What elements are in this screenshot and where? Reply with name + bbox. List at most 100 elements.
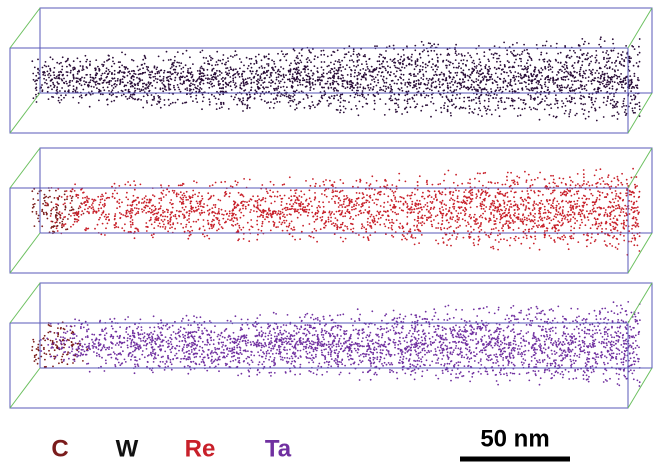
atom [397, 79, 399, 81]
atom [320, 54, 322, 56]
atom [452, 63, 454, 65]
atom [294, 91, 296, 93]
atom [123, 72, 125, 74]
atom [192, 63, 194, 65]
atom [318, 201, 320, 203]
atom [340, 78, 342, 80]
atom [508, 75, 510, 77]
atom [616, 193, 618, 195]
atom [530, 73, 532, 75]
atom [460, 72, 462, 74]
atom [595, 169, 597, 171]
atom [290, 189, 292, 191]
atom [436, 69, 438, 71]
atom [480, 80, 482, 82]
atom [609, 87, 611, 89]
atom [580, 95, 582, 97]
atom [228, 72, 230, 74]
atom [629, 75, 631, 77]
atom [477, 79, 479, 81]
atom [604, 40, 606, 42]
atom [588, 116, 590, 118]
atom [65, 81, 67, 83]
atom [498, 58, 500, 60]
atom [286, 53, 288, 55]
atom [513, 108, 515, 110]
atom [336, 228, 338, 230]
atom [588, 43, 590, 45]
atom [240, 229, 242, 231]
atom [480, 194, 482, 196]
atom [180, 91, 182, 93]
atom [552, 71, 554, 73]
atom [465, 189, 467, 191]
atom [378, 60, 380, 62]
atom [142, 59, 144, 61]
atom [487, 95, 489, 97]
atom [502, 230, 504, 232]
atom [588, 198, 590, 200]
atom [452, 199, 454, 201]
atom [354, 76, 356, 78]
atom [229, 76, 231, 78]
atom [394, 198, 396, 200]
atom [127, 98, 129, 100]
atom [544, 66, 546, 68]
atom [144, 72, 146, 74]
atom [328, 105, 330, 107]
atom [249, 96, 251, 98]
atom [134, 184, 136, 186]
atom [340, 70, 342, 72]
atom [590, 70, 592, 72]
atom [377, 82, 379, 84]
atom [310, 185, 312, 187]
atom [160, 226, 162, 228]
atom [574, 52, 576, 54]
atom [448, 239, 450, 241]
atom [268, 63, 270, 65]
atom [269, 107, 271, 109]
atom [431, 94, 433, 96]
atom [134, 207, 136, 209]
atom [346, 64, 348, 66]
atom [535, 203, 537, 205]
atom [136, 197, 138, 199]
atom [470, 226, 472, 228]
atom [586, 84, 588, 86]
atom [300, 214, 302, 216]
atom [328, 219, 330, 221]
atom [410, 82, 412, 84]
atom [92, 206, 94, 208]
atom [337, 49, 339, 51]
atom [178, 87, 180, 89]
atom [157, 219, 159, 221]
atom [365, 103, 367, 105]
atom [133, 60, 135, 62]
atom [609, 243, 611, 245]
atom [149, 208, 151, 210]
atom [167, 223, 169, 225]
atom [443, 90, 445, 92]
atom [553, 179, 555, 181]
atom [386, 184, 388, 186]
atom [325, 179, 327, 181]
atom [108, 83, 110, 85]
atom [372, 88, 374, 90]
atom [254, 97, 256, 99]
atom [617, 76, 619, 78]
atom [99, 69, 101, 71]
atom [537, 83, 539, 85]
atom [391, 225, 393, 227]
atom [323, 94, 325, 96]
atom [569, 206, 571, 208]
atom [449, 193, 451, 195]
atom [72, 196, 74, 198]
atom [370, 71, 372, 73]
atom [484, 88, 486, 90]
atom [582, 61, 584, 63]
atom [581, 222, 583, 224]
atom [295, 62, 297, 64]
atom [620, 64, 622, 66]
atom [168, 89, 170, 91]
atom [548, 203, 550, 205]
